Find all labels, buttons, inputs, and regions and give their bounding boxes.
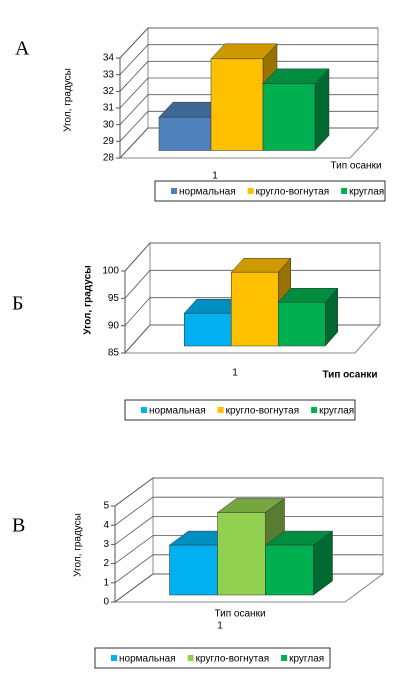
y-tick-label: 29 — [103, 136, 115, 147]
grid-line — [124, 242, 380, 272]
legend-swatch — [187, 655, 194, 661]
x-tick-label: 1 — [217, 621, 223, 632]
legend-label: кругло-вогнутая — [226, 406, 299, 417]
legend-label: кругло-вогнутая — [196, 654, 269, 665]
y-tick-label: 0 — [103, 597, 109, 608]
y-tick-label: 90 — [108, 320, 120, 331]
legend-label: нормальная — [149, 406, 206, 417]
legend-swatch — [341, 188, 348, 194]
y-tick-label: 28 — [103, 153, 115, 164]
y-tick-label: 3 — [103, 539, 109, 550]
y-tick-label: 31 — [103, 103, 115, 114]
y-tick-label: 100 — [102, 266, 119, 277]
legend-swatch — [247, 188, 254, 194]
panel-label: А — [15, 38, 30, 60]
legend-label: круглая — [349, 187, 384, 198]
x-axis-label: Тип осанки — [330, 161, 381, 172]
grid-line — [124, 269, 380, 299]
grid-line — [114, 516, 383, 545]
bar — [210, 58, 264, 151]
legend-label: круглая — [289, 654, 324, 665]
x-axis-label: Тип осанки — [322, 370, 377, 381]
bar — [169, 544, 218, 596]
bar — [184, 312, 232, 347]
bar — [278, 302, 326, 347]
y-tick-label: 5 — [103, 501, 109, 512]
x-tick-label: 1 — [212, 171, 218, 182]
legend-label: нормальная — [119, 654, 176, 665]
y-tick-label: 95 — [108, 293, 120, 304]
legend-box — [154, 180, 386, 202]
legend-swatch — [111, 655, 117, 661]
legend-swatch — [217, 407, 224, 413]
y-axis-label: Угол, градусы — [63, 68, 74, 132]
legend-label: нормальная — [179, 187, 236, 198]
y-tick-label: 85 — [108, 348, 120, 359]
y-tick-label: 32 — [103, 86, 115, 97]
bar — [158, 116, 212, 151]
y-axis-label: Угол, градусы — [73, 513, 84, 577]
y-tick-label: 2 — [103, 558, 109, 569]
legend-label: кругло-вогнутая — [256, 187, 329, 198]
y-tick-label: 33 — [103, 69, 115, 80]
legend-box — [94, 647, 331, 669]
panel-label: Б — [12, 293, 23, 315]
legend-label: круглая — [319, 406, 354, 417]
grid-line — [119, 44, 378, 75]
grid-line — [119, 27, 378, 59]
y-tick-label: 34 — [103, 53, 115, 64]
panel-label: В — [12, 515, 25, 537]
bar — [265, 544, 314, 596]
bar — [262, 83, 316, 151]
bar — [231, 271, 279, 347]
x-axis-label: Тип осанки — [214, 609, 265, 620]
bar — [217, 512, 266, 596]
y-tick-label: 4 — [103, 520, 109, 531]
y-axis-label: Угол, градусы — [83, 265, 94, 334]
legend-box — [124, 399, 356, 421]
grid-line — [114, 496, 383, 526]
grid-line — [119, 60, 378, 92]
y-tick-label: 30 — [103, 119, 115, 130]
x-tick-label: 1 — [232, 368, 238, 379]
grid-line — [114, 477, 383, 507]
legend-swatch — [311, 407, 318, 413]
legend-swatch — [141, 407, 147, 413]
legend-swatch — [281, 655, 288, 661]
legend-swatch — [171, 188, 177, 194]
y-tick-label: 1 — [103, 577, 109, 588]
